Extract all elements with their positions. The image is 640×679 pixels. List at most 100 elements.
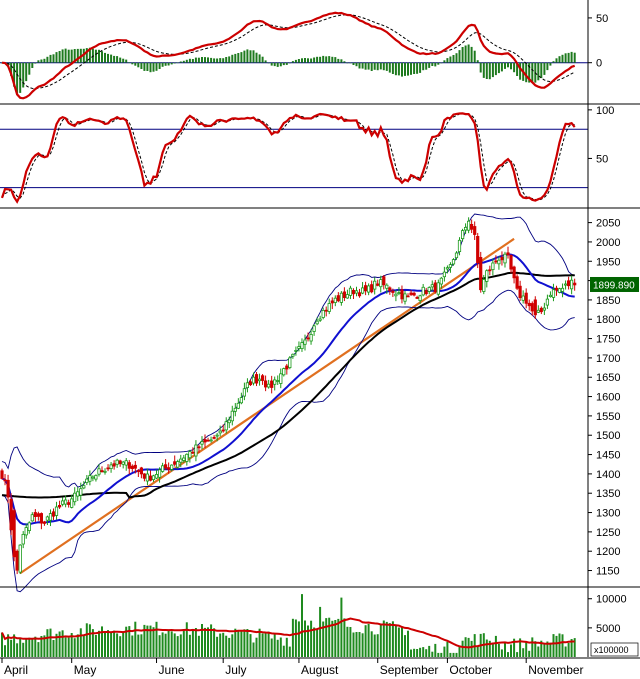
macd-histogram-bar bbox=[155, 62, 158, 71]
volume-bar bbox=[55, 633, 58, 657]
macd-histogram-bar bbox=[222, 58, 225, 63]
volume-bar bbox=[234, 628, 237, 657]
candle-body bbox=[48, 513, 53, 521]
candle-body bbox=[412, 292, 416, 296]
price-tick-label: 1350 bbox=[596, 488, 620, 500]
macd-histogram-bar bbox=[219, 58, 222, 63]
volume-bar bbox=[404, 635, 406, 657]
volume-bar bbox=[422, 647, 425, 657]
candle-body bbox=[160, 465, 165, 472]
candle-body bbox=[460, 230, 465, 240]
month-label: July bbox=[225, 663, 246, 677]
volume-bar bbox=[319, 606, 322, 657]
volume-bar bbox=[379, 624, 382, 657]
stochastic-panel bbox=[0, 112, 588, 204]
candle-body bbox=[12, 510, 16, 558]
macd-histogram-bar bbox=[364, 62, 367, 70]
candle-body bbox=[454, 252, 459, 259]
candle-body bbox=[212, 436, 216, 439]
macd-histogram-bar bbox=[458, 50, 461, 63]
macd-histogram-bar bbox=[413, 62, 416, 74]
macd-histogram-bar bbox=[525, 62, 528, 83]
candle-body bbox=[88, 475, 92, 482]
candle-body bbox=[379, 279, 383, 288]
volume-bar bbox=[119, 636, 122, 657]
month-label: April bbox=[4, 663, 28, 677]
macd-histogram-bar bbox=[531, 62, 534, 83]
macd-histogram-bar bbox=[110, 54, 113, 63]
volume-bar bbox=[188, 634, 191, 657]
candle-body bbox=[285, 365, 289, 370]
candle-body bbox=[457, 239, 462, 253]
candle-body bbox=[61, 500, 65, 505]
volume-bar bbox=[258, 628, 261, 657]
volume-bar bbox=[40, 636, 43, 657]
volume-bar bbox=[25, 639, 28, 657]
candle-body bbox=[521, 295, 525, 301]
candle-body bbox=[509, 254, 513, 270]
macd-histogram-bar bbox=[191, 59, 194, 63]
stochastic-d-line bbox=[1, 113, 575, 201]
volume-bar bbox=[291, 618, 294, 657]
macd-histogram-bar bbox=[131, 62, 134, 65]
volume-bar bbox=[255, 637, 258, 657]
macd-histogram-bar bbox=[331, 56, 334, 63]
last-price-badge bbox=[590, 276, 639, 292]
candle-body bbox=[394, 293, 398, 297]
volume-bar bbox=[491, 642, 494, 657]
candle-body bbox=[6, 479, 10, 498]
candle-body bbox=[291, 353, 295, 357]
stochastic-tick-label: 50 bbox=[596, 153, 608, 165]
candle-body bbox=[448, 264, 453, 268]
candle-body bbox=[148, 475, 153, 481]
volume-panel bbox=[1, 594, 576, 657]
price-tick-label: 1400 bbox=[596, 469, 620, 481]
candle-body bbox=[67, 502, 71, 505]
candle-body bbox=[494, 260, 498, 263]
volume-bar bbox=[152, 627, 155, 657]
macd-histogram-bar bbox=[573, 52, 576, 63]
volume-bar bbox=[182, 629, 185, 657]
volume-bar bbox=[561, 634, 564, 657]
candle-body bbox=[360, 287, 365, 294]
macd-histogram-bar bbox=[164, 62, 167, 66]
volume-bar bbox=[537, 646, 540, 657]
volume-bar bbox=[164, 633, 167, 657]
volume-bar bbox=[155, 621, 158, 657]
volume-bar bbox=[10, 639, 13, 657]
candle-body bbox=[45, 516, 50, 521]
macd-histogram-bar bbox=[170, 62, 173, 65]
volume-bar bbox=[170, 631, 173, 657]
volume-bar bbox=[534, 641, 537, 657]
candle-body bbox=[197, 446, 201, 449]
candle-body bbox=[221, 429, 225, 432]
candle-body bbox=[270, 380, 274, 388]
volume-bar bbox=[494, 635, 497, 657]
macd-histogram-bar bbox=[243, 50, 246, 63]
volume-bar bbox=[549, 642, 552, 657]
candle-body bbox=[348, 287, 353, 296]
macd-histogram-bar bbox=[37, 60, 40, 63]
volume-bar bbox=[564, 646, 567, 657]
candle-body bbox=[469, 223, 474, 230]
macd-histogram-bar bbox=[25, 62, 28, 82]
volume-bar bbox=[425, 649, 428, 657]
macd-histogram-bar bbox=[334, 57, 337, 63]
volume-bar bbox=[419, 647, 422, 657]
volume-bar bbox=[134, 621, 137, 657]
volume-bar bbox=[570, 639, 573, 657]
candle-body bbox=[130, 465, 134, 470]
macd-histogram-bar bbox=[40, 59, 43, 63]
macd-histogram-bar bbox=[313, 57, 316, 63]
macd-histogram-bar bbox=[391, 62, 394, 74]
macd-histogram-bar bbox=[264, 60, 267, 63]
macd-histogram-bar bbox=[52, 54, 55, 63]
candle-body bbox=[312, 325, 316, 332]
candle-body bbox=[500, 256, 504, 261]
macd-histogram-bar bbox=[282, 62, 285, 66]
candle-body bbox=[345, 294, 350, 299]
macd-histogram-bar bbox=[279, 62, 282, 67]
macd-histogram-bar bbox=[410, 62, 412, 75]
macd-histogram-bar bbox=[388, 62, 391, 73]
moving-average-fast bbox=[1, 253, 575, 526]
